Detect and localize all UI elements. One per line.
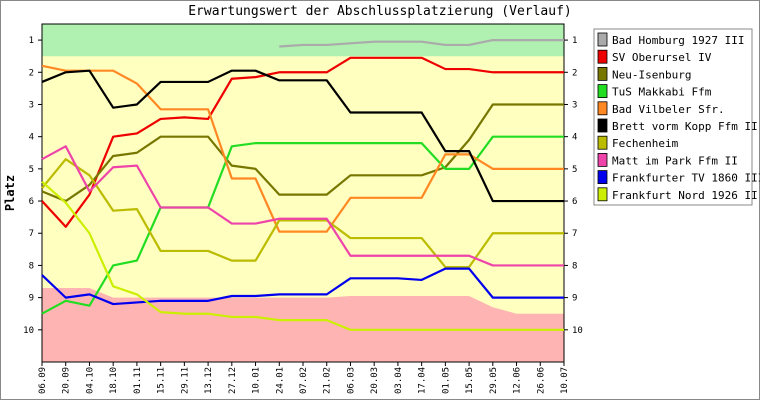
series-line-8 [41, 145, 564, 267]
y-tick-label-right-9: 9 [572, 294, 577, 304]
y-tick-label-left-5: 5 [29, 165, 34, 175]
legend-swatch-9 [597, 170, 608, 185]
legend-swatch-1 [597, 32, 608, 47]
x-tick-label-07.02: 07.02 [299, 367, 309, 394]
y-tick-label-left-8: 8 [29, 261, 34, 271]
series-line-3 [41, 103, 564, 203]
series-line-6 [41, 69, 564, 203]
x-tick-label-04.10: 04.10 [85, 367, 95, 394]
series-line-2 [41, 56, 564, 228]
legend-swatch-3 [597, 67, 608, 81]
y-tick-label-right-3: 3 [572, 100, 577, 110]
x-tick-label-01.05: 01.05 [441, 367, 451, 394]
y-tick-label-left-9: 9 [29, 294, 34, 304]
series-line-10 [41, 180, 564, 331]
y-tick-label-left-2: 2 [29, 68, 34, 78]
x-tick-label-13.12: 13.12 [204, 367, 214, 394]
legend-swatch-5 [597, 101, 608, 116]
y-tick-label-left-10: 10 [23, 326, 34, 336]
y-tick-label-right-7: 7 [572, 229, 577, 239]
chart-title: Erwartungswert der Abschlussplatzierung … [188, 4, 572, 19]
y-tick-label-right-8: 8 [572, 261, 577, 271]
legend-swatch-4 [597, 84, 608, 98]
x-tick-label-03.04: 03.04 [394, 367, 404, 394]
legend-label-8: Matt im Park Ffm II [612, 154, 738, 167]
y-tick-label-right-6: 6 [572, 197, 577, 207]
y-tick-label-right-1: 1 [572, 36, 577, 46]
legend-label-2: SV Oberursel IV [612, 51, 712, 64]
legend-swatch-10 [597, 187, 608, 202]
x-tick-label-10.07: 10.07 [560, 367, 570, 394]
y-tick-label-left-4: 4 [29, 133, 34, 143]
y-tick-label-left-1: 1 [29, 36, 34, 46]
series-line-9 [41, 267, 564, 306]
y-tick-label-right-2: 2 [572, 68, 577, 78]
y-axis-label: Platz [3, 175, 17, 211]
legend-label-5: Bad Vilbeler Sfr. [612, 103, 725, 116]
y-tick-label-left-3: 3 [29, 100, 34, 110]
series-line-7 [41, 158, 564, 269]
y-tick-label-left-7: 7 [29, 229, 34, 239]
y-tick-label-right-5: 5 [572, 165, 577, 175]
x-tick-label-20.09: 20.09 [62, 367, 72, 394]
legend-label-10: Frankfurt Nord 1926 II [612, 189, 758, 202]
x-tick-label-24.01: 24.01 [275, 367, 285, 394]
x-tick-label-21.02: 21.02 [323, 367, 333, 394]
legend-swatch-6 [597, 118, 608, 133]
y-tick-label-left-6: 6 [29, 197, 34, 207]
x-tick-label-27.12: 27.12 [228, 367, 238, 394]
x-tick-label-29.05: 29.05 [489, 367, 499, 394]
y-tick-label-right-4: 4 [572, 133, 577, 143]
legend-label-7: Fechenheim [612, 137, 679, 150]
relegation-band [42, 287, 564, 362]
x-tick-label-29.11: 29.11 [180, 367, 190, 394]
legend-label-9: Frankfurter TV 1860 III [612, 172, 760, 185]
legend-swatch-2 [597, 49, 608, 64]
legend-label-3: Neu-Isenburg [612, 68, 691, 81]
legend-swatch-7 [597, 135, 608, 150]
x-tick-label-26.06: 26.06 [536, 367, 546, 394]
x-tick-label-20.03: 20.03 [370, 367, 380, 394]
x-tick-label-15.05: 15.05 [465, 367, 475, 394]
x-tick-label-12.06: 12.06 [513, 367, 523, 394]
promotion-band [42, 24, 564, 57]
x-tick-label-18.10: 18.10 [109, 367, 119, 394]
x-tick-label-17.04: 17.04 [418, 367, 428, 394]
x-tick-label-10.01: 10.01 [252, 367, 262, 394]
y-tick-label-right-10: 10 [572, 326, 583, 336]
series-line-5 [41, 64, 564, 233]
legend-box [593, 28, 753, 206]
x-tick-label-15.11: 15.11 [157, 367, 167, 394]
x-tick-label-06.03: 06.03 [346, 367, 356, 394]
series-line-1 [279, 38, 564, 48]
legend-label-1: Bad Homburg 1927 III [612, 34, 744, 47]
legend-label-6: Brett vorm Kopp Ffm II [612, 120, 758, 133]
x-tick-label-06.09: 06.09 [38, 367, 48, 394]
legend-swatch-8 [597, 152, 608, 167]
legend-label-4: TuS Makkabi Ffm [612, 86, 712, 99]
x-tick-label-01.11: 01.11 [133, 367, 143, 394]
